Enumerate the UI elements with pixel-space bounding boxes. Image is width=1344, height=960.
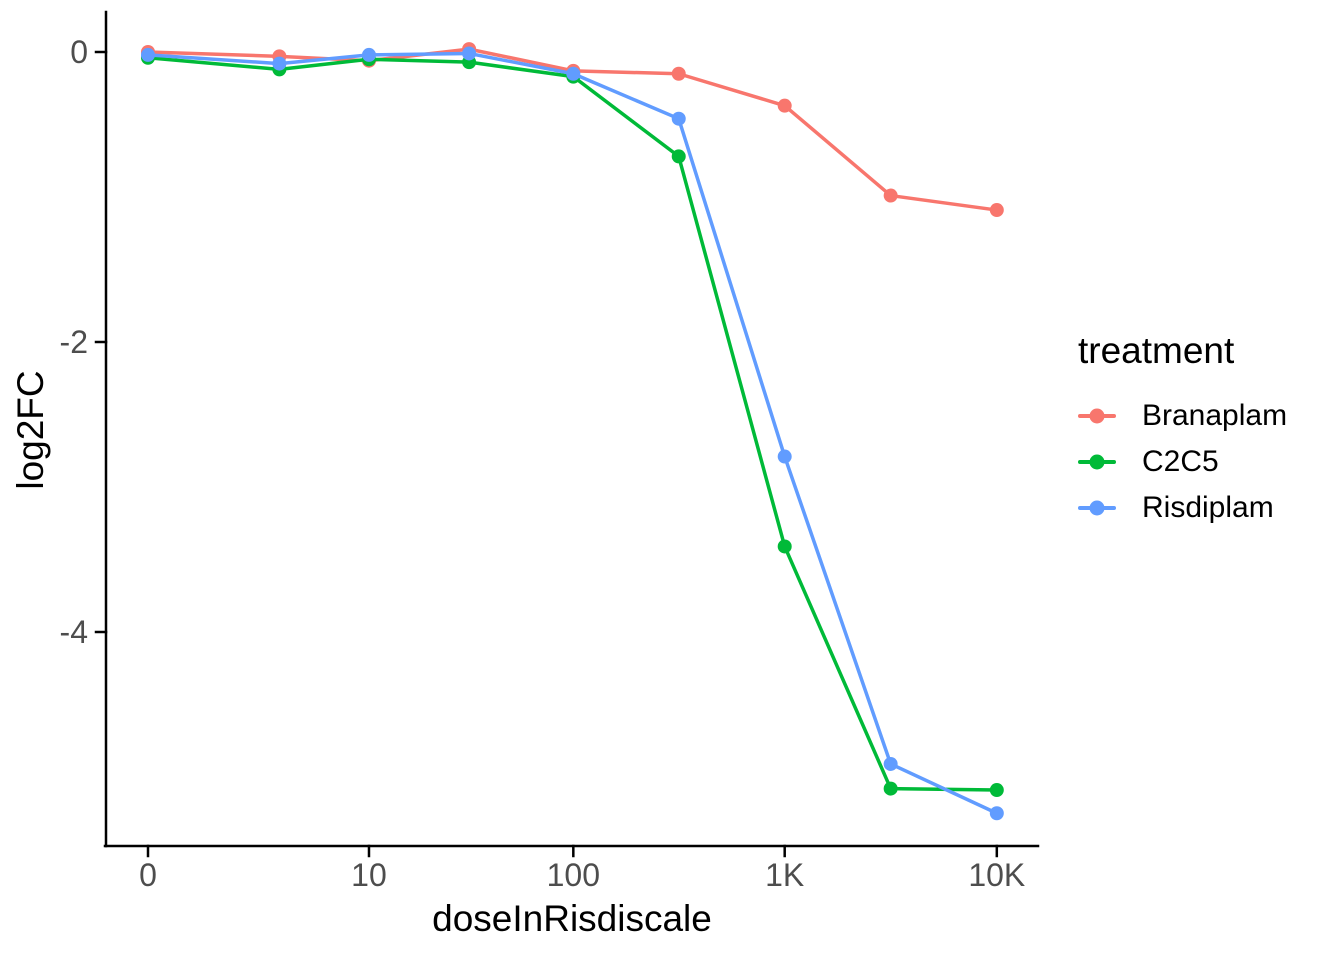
legend-key-dot — [1089, 408, 1105, 424]
legend-item-branaplam: Branaplam — [1078, 393, 1287, 439]
legend-label-risdiplam: Risdiplam — [1142, 491, 1274, 524]
x-tick-label: 10K — [968, 857, 1025, 893]
data-point-risdiplam — [566, 66, 581, 81]
legend-item-c2c5: C2C5 — [1078, 439, 1287, 485]
legend-label-c2c5: C2C5 — [1142, 445, 1219, 478]
data-point-c2c5 — [671, 149, 686, 164]
data-point-c2c5 — [883, 781, 898, 796]
x-tick-label: 100 — [547, 857, 600, 893]
legend-key-dot — [1089, 500, 1105, 516]
data-point-risdiplam — [361, 47, 376, 62]
data-point-branaplam — [883, 188, 898, 203]
data-point-risdiplam — [671, 111, 686, 126]
series-line-c2c5 — [146, 56, 999, 792]
x-tick-label: 1K — [765, 857, 804, 893]
y-tick-label: 0 — [70, 34, 88, 70]
legend: treatment Branaplam C2C5 Risdiplam — [1078, 332, 1287, 531]
data-point-risdiplam — [989, 806, 1004, 821]
data-point-c2c5 — [777, 539, 792, 554]
data-point-risdiplam — [272, 56, 287, 71]
data-point-branaplam — [989, 203, 1004, 218]
y-axis-title: log2FC — [10, 370, 51, 490]
x-tick-label: 0 — [139, 857, 157, 893]
legend-item-risdiplam: Risdiplam — [1078, 485, 1287, 531]
data-point-risdiplam — [141, 47, 155, 62]
legend-label-branaplam: Branaplam — [1142, 399, 1288, 432]
data-point-risdiplam — [462, 46, 477, 61]
data-point-risdiplam — [883, 756, 898, 771]
x-axis-title: doseInRisdiscale — [432, 898, 712, 939]
legend-title: treatment — [1078, 330, 1235, 371]
data-point-c2c5 — [989, 783, 1004, 798]
legend-key-branaplam — [1078, 406, 1116, 426]
data-point-risdiplam — [777, 449, 792, 464]
legend-key-dot — [1089, 454, 1105, 470]
y-tick-label: -2 — [60, 324, 88, 360]
legend-key-risdiplam — [1078, 498, 1116, 518]
legend-key-c2c5 — [1078, 452, 1116, 472]
data-point-branaplam — [671, 66, 686, 81]
data-point-branaplam — [777, 98, 792, 113]
y-tick-label: -4 — [60, 614, 88, 650]
series-line-risdiplam — [146, 51, 999, 815]
x-tick-label: 10 — [351, 857, 387, 893]
